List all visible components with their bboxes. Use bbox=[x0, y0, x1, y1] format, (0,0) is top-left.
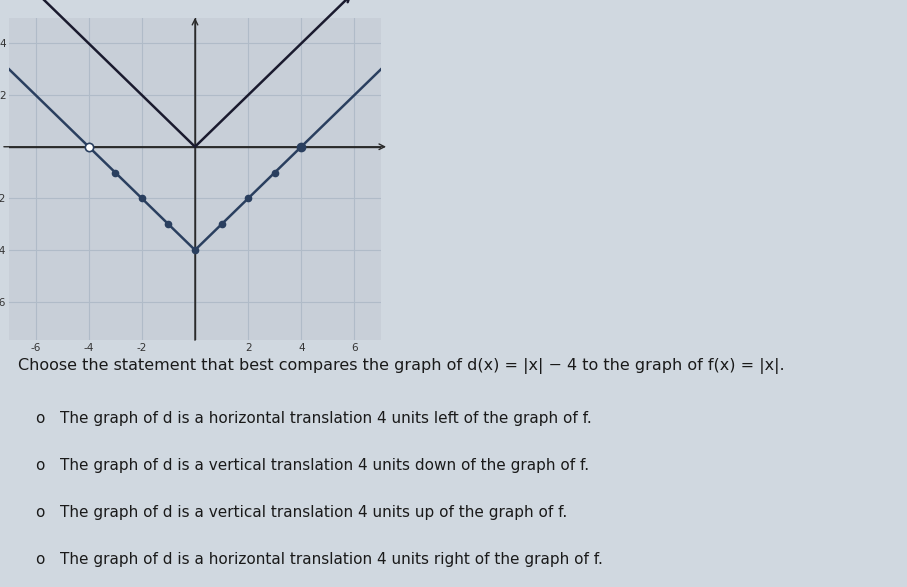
Text: o   The graph of d is a vertical translation 4 units up of the graph of f.: o The graph of d is a vertical translati… bbox=[36, 505, 568, 520]
Text: Choose the statement that best compares the graph of d(x) = |x| − 4 to the graph: Choose the statement that best compares … bbox=[18, 358, 785, 374]
Text: o   The graph of d is a horizontal translation 4 units left of the graph of f.: o The graph of d is a horizontal transla… bbox=[36, 411, 592, 426]
Text: o   The graph of d is a horizontal translation 4 units right of the graph of f.: o The graph of d is a horizontal transla… bbox=[36, 552, 603, 567]
Text: o   The graph of d is a vertical translation 4 units down of the graph of f.: o The graph of d is a vertical translati… bbox=[36, 458, 590, 473]
